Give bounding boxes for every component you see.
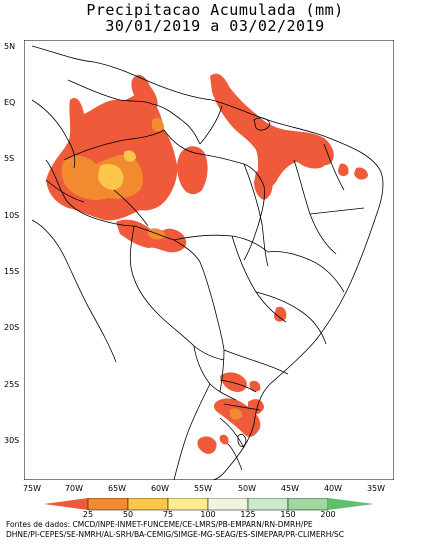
rain-area-santa-catarina (248, 399, 264, 415)
rain-area-rio-grande-sul (197, 436, 217, 454)
rain-area-50-75-amapa (152, 117, 164, 132)
rain-area-uruguay-border (219, 434, 229, 445)
legend-label-125: 125 (240, 510, 256, 519)
rain-area-parana (249, 380, 261, 392)
legend-swatch-25-50 (87, 498, 129, 511)
map-title: Precipitacao Acumulada (mm) (86, 1, 344, 19)
precipitation-legend (44, 498, 374, 511)
legend-swatch-100-125 (207, 498, 249, 511)
rain-area-central (177, 146, 208, 195)
rondonia-border (113, 189, 149, 227)
legend-label-50: 50 (122, 510, 134, 519)
acre-border (45, 179, 85, 203)
parana-border (219, 379, 257, 393)
data-sources-line-1: Fontes de dados: CMCD/INPE-INMET-FUNCEME… (6, 520, 313, 529)
lon-label-75w: 75W (22, 484, 42, 493)
legend-low-arrow (44, 498, 88, 510)
precipitation-map (24, 40, 394, 480)
lat-label-20s: 20S (4, 323, 20, 332)
lon-label-50w: 50W (237, 484, 257, 493)
lon-label-60w: 60W (150, 484, 170, 493)
colombia-border (31, 99, 76, 169)
rain-area-ceara (338, 163, 349, 177)
ceara-border (323, 143, 345, 191)
precipitation-areas (46, 73, 368, 454)
rio-grande-sul-border (219, 417, 245, 449)
argentina-border (173, 383, 211, 480)
lat-label-10s: 10S (4, 211, 20, 220)
lon-label-40w: 40W (323, 484, 343, 493)
pernambuco-border (309, 207, 365, 215)
legend-label-25: 25 (82, 510, 94, 519)
map-date-range: 30/01/2019 a 03/02/2019 (105, 17, 325, 35)
legend-high-arrow (328, 498, 374, 510)
lat-label-5s: 5S (4, 154, 15, 163)
guyana-border (151, 103, 201, 145)
uruguay-border (227, 443, 243, 471)
lon-label-70w: 70W (64, 484, 84, 493)
rain-area-minas-gerais (274, 306, 287, 322)
lat-label-eq: EQ (4, 98, 16, 107)
lon-label-35w: 35W (366, 484, 386, 493)
lon-label-55w: 55W (193, 484, 213, 493)
venezuela-border (67, 79, 153, 105)
rain-area-amapa-strip (131, 74, 158, 112)
lat-label-30s: 30S (4, 436, 20, 445)
rain-area-sao-paulo (220, 372, 247, 392)
lagoa-dos-patos (237, 434, 247, 447)
lat-label-15s: 15S (4, 267, 20, 276)
legend-label-200: 200 (320, 510, 336, 519)
peru-border (31, 219, 117, 363)
legend-swatch-150-200 (287, 498, 329, 511)
legend-swatch-75-100 (167, 498, 209, 511)
legend-swatch-125-150 (247, 498, 289, 511)
legend-label-75: 75 (162, 510, 174, 519)
minas-border (255, 291, 327, 345)
lon-label-65w: 65W (107, 484, 127, 493)
legend-swatch-50-75 (127, 498, 169, 511)
lon-label-45w: 45W (280, 484, 300, 493)
south-america-coastline (31, 45, 384, 480)
rain-area-75-100-amazon-east (124, 150, 136, 162)
sao-paulo-border (223, 349, 289, 375)
para-state-border (163, 129, 265, 261)
political-boundaries (31, 45, 384, 480)
bolivia-border (129, 225, 225, 361)
bahia-border (267, 251, 345, 293)
amapa-border (199, 105, 223, 145)
rain-area-maranhao-coast (291, 138, 328, 169)
legend-label-100: 100 (200, 510, 216, 519)
marajo-island (253, 117, 271, 131)
amazonas-border (63, 129, 165, 161)
lat-label-25s: 25S (4, 380, 20, 389)
santa-catarina-border (223, 403, 261, 411)
legend-label-150: 150 (280, 510, 296, 519)
rain-area-rio-grande-norte (354, 167, 368, 180)
rain-area-50-75-south (230, 408, 242, 420)
rain-area-75-100-amazon (98, 164, 124, 190)
rain-area-rondonia (164, 228, 184, 244)
lat-label-5n: 5N (4, 42, 16, 51)
data-sources-line-2: DHNE/PI-CEPES/SE-NMRH/AL-SRH/BA-CEMIG/SI… (6, 530, 344, 539)
tocantins-border (243, 163, 269, 267)
